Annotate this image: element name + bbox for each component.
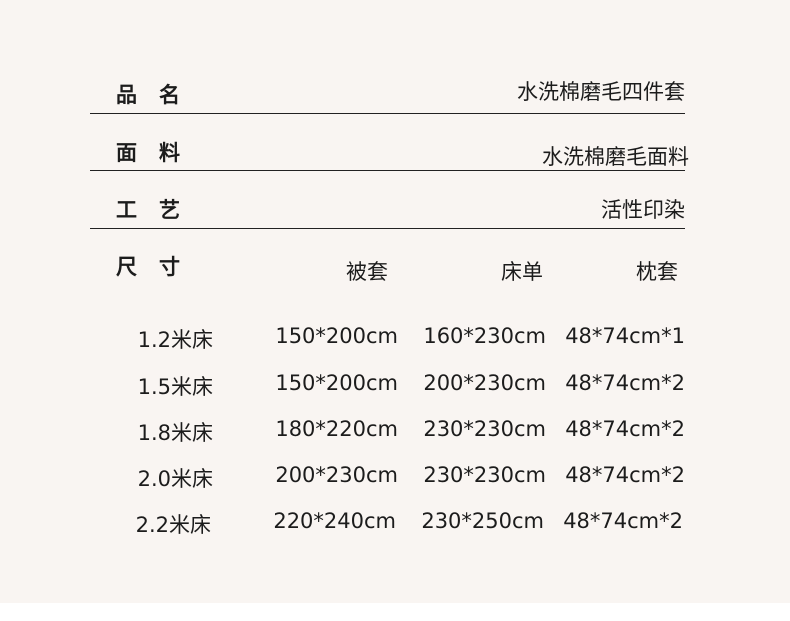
cell-sheet: 230*230cm xyxy=(423,417,546,441)
cell-pillow: 48*74cm*2 xyxy=(565,371,685,395)
cell-duvet: 150*200cm xyxy=(275,371,398,395)
spec-label-name: 品名 xyxy=(116,83,202,107)
cell-pillow: 48*74cm*2 xyxy=(565,463,685,487)
spec-label-craft: 工艺 xyxy=(116,198,202,222)
cell-pillow: 48*74cm*2 xyxy=(563,509,683,533)
divider xyxy=(90,113,685,114)
header-pillow: 枕套 xyxy=(636,260,678,284)
cell-duvet: 200*230cm xyxy=(275,463,398,487)
spec-value-name: 水洗棉磨毛四件套 xyxy=(517,80,685,104)
divider xyxy=(90,228,685,229)
cell-duvet: 220*240cm xyxy=(273,509,396,533)
cell-duvet: 180*220cm xyxy=(275,417,398,441)
cell-bed: 2.0米床 xyxy=(137,467,213,491)
divider xyxy=(90,170,685,171)
spec-value-craft: 活性印染 xyxy=(601,198,685,222)
cell-bed: 1.5米床 xyxy=(137,375,213,399)
header-duvet: 被套 xyxy=(346,260,388,284)
cell-sheet: 230*250cm xyxy=(421,509,544,533)
cell-bed: 1.8米床 xyxy=(137,421,213,445)
size-label: 尺寸 xyxy=(116,255,202,279)
cell-bed: 2.2米床 xyxy=(135,513,211,537)
spec-panel: 品名 水洗棉磨毛四件套 面料 水洗棉磨毛面料 工艺 活性印染 尺寸 被套 床单 … xyxy=(0,0,790,603)
spec-label-fabric: 面料 xyxy=(116,141,202,165)
spec-value-fabric: 水洗棉磨毛面料 xyxy=(542,145,689,169)
cell-sheet: 200*230cm xyxy=(423,371,546,395)
cell-duvet: 150*200cm xyxy=(275,324,398,348)
cell-bed: 1.2米床 xyxy=(137,328,213,352)
cell-pillow: 48*74cm*1 xyxy=(565,324,685,348)
cell-sheet: 230*230cm xyxy=(423,463,546,487)
header-sheet: 床单 xyxy=(501,260,543,284)
cell-pillow: 48*74cm*2 xyxy=(565,417,685,441)
cell-sheet: 160*230cm xyxy=(423,324,546,348)
